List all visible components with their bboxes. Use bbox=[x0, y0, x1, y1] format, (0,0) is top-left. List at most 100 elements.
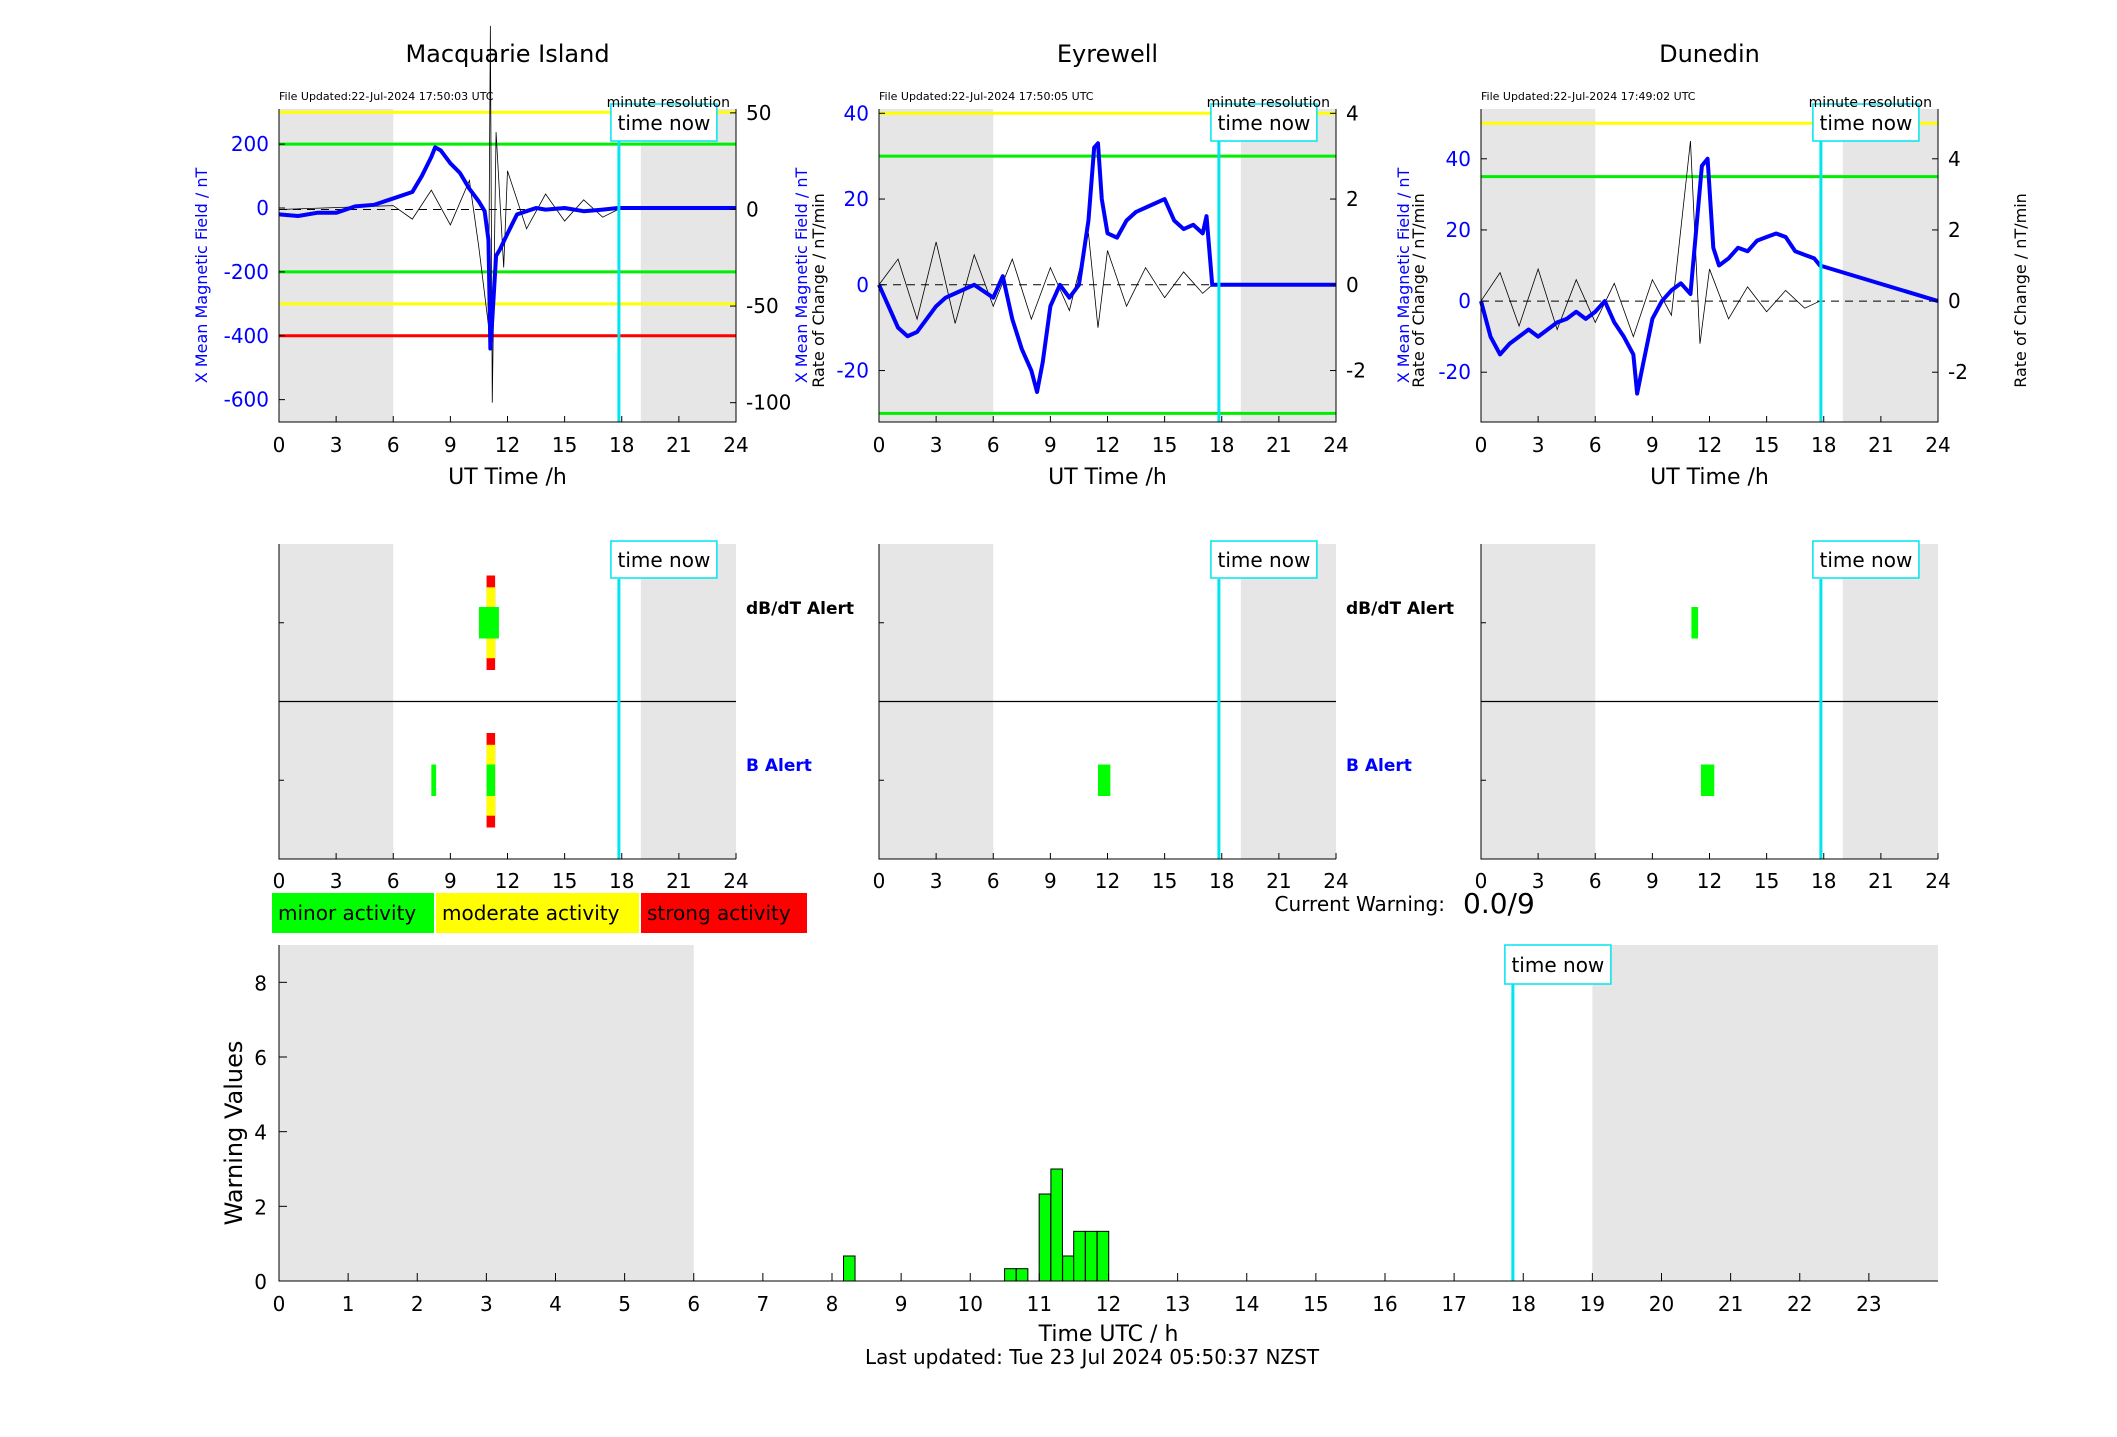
current-warning-label: Current Warning: bbox=[1275, 892, 1445, 916]
x-tick-label: 14 bbox=[1234, 1292, 1259, 1316]
x-tick-label: 0 bbox=[273, 869, 286, 893]
x-tick-label: 0 bbox=[1475, 869, 1488, 893]
time-now-label: time now bbox=[617, 548, 710, 572]
x-tick-label: 6 bbox=[387, 869, 400, 893]
x-tick-label: 6 bbox=[987, 433, 1000, 457]
x-tick-label: 15 bbox=[1754, 869, 1779, 893]
x-tick-label: 24 bbox=[723, 433, 748, 457]
x-tick-label: 19 bbox=[1580, 1292, 1605, 1316]
y-left-axis-label: X Mean Magnetic Field / nT bbox=[1394, 168, 1413, 384]
warning-bar bbox=[1096, 1230, 1110, 1282]
x-tick-label: 18 bbox=[1811, 869, 1836, 893]
x-tick-label: 6 bbox=[687, 1292, 700, 1316]
y-left-tick-label: 40 bbox=[1446, 147, 1471, 171]
x-tick-label: 21 bbox=[666, 869, 691, 893]
x-tick-label: 9 bbox=[1044, 869, 1057, 893]
x-tick-label: 1 bbox=[342, 1292, 355, 1316]
x-tick-label: 7 bbox=[757, 1292, 770, 1316]
night-shade bbox=[640, 109, 736, 422]
y-left-tick-label: -20 bbox=[1438, 360, 1471, 384]
x-tick-label: 9 bbox=[1044, 433, 1057, 457]
x-tick-label: 15 bbox=[1152, 869, 1177, 893]
y-left-tick-label: -400 bbox=[224, 324, 269, 348]
warning-bar bbox=[1062, 1255, 1075, 1282]
current-warning-value: 0.0/9 bbox=[1463, 887, 1535, 920]
x-axis-label: UT Time /h bbox=[1650, 465, 1769, 490]
x-tick-label: 21 bbox=[1868, 869, 1893, 893]
x-tick-label: 2 bbox=[411, 1292, 424, 1316]
warning-bar bbox=[1084, 1230, 1098, 1282]
x-tick-label: 12 bbox=[1095, 433, 1120, 457]
y-right-tick-label: -2 bbox=[1948, 360, 1968, 384]
time-now-label: time now bbox=[1217, 548, 1310, 572]
x-tick-label: 8 bbox=[826, 1292, 839, 1316]
x-tick-label: 12 bbox=[1095, 869, 1120, 893]
warning-bar bbox=[1073, 1230, 1086, 1282]
b-alert-label: B Alert bbox=[1346, 756, 1412, 776]
y-right-tick-label: 0 bbox=[1346, 273, 1359, 297]
y-right-axis-label: Rate of Change / nT/min bbox=[1409, 193, 1428, 388]
x-tick-label: 4 bbox=[549, 1292, 562, 1316]
alert-mark bbox=[486, 764, 496, 796]
x-tick-label: 12 bbox=[1697, 433, 1722, 457]
station-title: Dunedin bbox=[1659, 40, 1760, 68]
y-tick-label: 2 bbox=[254, 1195, 267, 1219]
x-tick-label: 24 bbox=[1323, 869, 1348, 893]
last-updated: Last updated: Tue 23 Jul 2024 05:50:37 N… bbox=[865, 1345, 1320, 1369]
legend-label: strong activity bbox=[647, 901, 791, 925]
time-now-label: time now bbox=[1819, 111, 1912, 135]
station-chart: time now 0 3 6 9 12 15 18 21 24 200 0 -200 -400 -600 50… bbox=[192, 25, 828, 490]
x-tick-label: 6 bbox=[1589, 433, 1602, 457]
x-tick-label: 21 bbox=[1266, 869, 1291, 893]
x-tick-label: 24 bbox=[723, 869, 748, 893]
night-shade bbox=[279, 945, 694, 1281]
x-tick-label: 3 bbox=[330, 869, 343, 893]
x-tick-label: 9 bbox=[895, 1292, 908, 1316]
x-tick-label: 11 bbox=[1027, 1292, 1052, 1316]
y-right-tick-label: 0 bbox=[1948, 289, 1961, 313]
alert-mark bbox=[478, 607, 499, 639]
y-left-tick-label: 0 bbox=[256, 196, 269, 220]
y-left-tick-label: 20 bbox=[844, 187, 869, 211]
x-tick-label: 24 bbox=[1925, 433, 1950, 457]
warning-bar bbox=[1004, 1268, 1017, 1282]
time-now-label: time now bbox=[1217, 111, 1310, 135]
x-tick-label: 6 bbox=[387, 433, 400, 457]
legend-swatch bbox=[641, 893, 807, 933]
x-tick-label: 24 bbox=[1323, 433, 1348, 457]
y-right-axis-label: Rate of Change / nT/min bbox=[2011, 193, 2030, 388]
y-right-tick-label: -2 bbox=[1346, 359, 1366, 383]
y-axis-label: Warning Values bbox=[220, 1041, 248, 1226]
x-tick-label: 16 bbox=[1372, 1292, 1397, 1316]
y-right-tick-label: 50 bbox=[746, 101, 771, 125]
alert-mark bbox=[1691, 607, 1699, 639]
y-left-tick-label: -200 bbox=[224, 260, 269, 284]
time-now-box bbox=[1504, 944, 1612, 985]
x-tick-label: 24 bbox=[1925, 869, 1950, 893]
x-tick-label: 3 bbox=[330, 433, 343, 457]
y-tick-label: 8 bbox=[254, 971, 267, 995]
legend-label: moderate activity bbox=[442, 901, 620, 925]
night-shade bbox=[879, 109, 994, 422]
x-tick-label: 21 bbox=[1266, 433, 1291, 457]
night-shade bbox=[1592, 945, 1938, 1281]
y-left-tick-label: -600 bbox=[224, 388, 269, 412]
y-left-tick-label: 0 bbox=[856, 273, 869, 297]
x-tick-label: 0 bbox=[273, 1292, 286, 1316]
x-tick-label: 12 bbox=[1697, 869, 1722, 893]
time-now-box bbox=[1812, 103, 1920, 142]
x-tick-label: 15 bbox=[552, 433, 577, 457]
warning-bar bbox=[1015, 1268, 1029, 1282]
y-right-tick-label: -100 bbox=[746, 391, 791, 415]
x-tick-label: 0 bbox=[873, 433, 886, 457]
x-tick-label: 13 bbox=[1165, 1292, 1190, 1316]
x-axis-label: UT Time /h bbox=[448, 465, 567, 490]
y-tick-label: 0 bbox=[254, 1270, 267, 1294]
alert-chart: time now 0 3 6 9 12 15 18 21 24 dB/dT Alert B Alert bbox=[273, 540, 854, 893]
y-left-axis-label: X Mean Magnetic Field / nT bbox=[792, 168, 811, 384]
x-tick-label: 12 bbox=[495, 869, 520, 893]
legend-label: minor activity bbox=[278, 901, 416, 925]
x-tick-label: 21 bbox=[1868, 433, 1893, 457]
